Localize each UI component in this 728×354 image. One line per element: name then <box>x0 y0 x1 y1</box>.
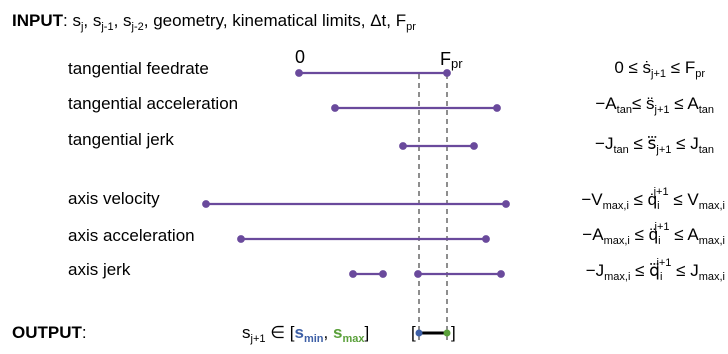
constraint-axis-velocity: −Vmax,i ≤ q̇ij+1 ≤ Vmax,i <box>581 186 725 212</box>
interval-tangential-jerk <box>399 142 478 150</box>
row-label-axis-jerk: axis jerk <box>68 260 131 279</box>
interval-axis-acceleration <box>237 235 490 243</box>
fpr-marker: Fpr <box>440 49 463 71</box>
interval-axis-jerk-right <box>414 270 505 278</box>
row-label-tangential-acceleration: tangential acceleration <box>68 94 238 113</box>
interval-tangential-feedrate <box>295 69 451 77</box>
output-label: OUTPUT: <box>12 323 87 342</box>
interval-tangential-acceleration <box>331 104 501 112</box>
zero-marker: 0 <box>295 47 305 67</box>
smax-dot <box>443 329 451 337</box>
input-line: INPUT: sj, sj-1, sj-2, geometry, kinemat… <box>12 11 416 33</box>
constraint-tangential-jerk: −Jtan ≤ s⃛j+1 ≤ Jtan <box>595 134 714 156</box>
constraint-axis-acceleration: −Amax,i ≤ q̈ij+1 ≤ Amax,i <box>582 221 725 247</box>
smin-dot <box>415 329 423 337</box>
row-label-axis-velocity: axis velocity <box>68 189 160 208</box>
smin-label: s <box>295 323 304 342</box>
row-label-axis-acceleration: axis acceleration <box>68 226 195 245</box>
constraint-tangential-feedrate: 0 ≤ ṡj+1 ≤ Fpr <box>614 58 705 80</box>
input-label: INPUT <box>12 11 64 30</box>
row-label-tangential-jerk: tangential jerk <box>68 130 174 149</box>
constraint-tangential-acceleration: −Atan≤ s̈j+1 ≤ Atan <box>595 94 714 116</box>
output-expression: sj+1 ∈ [smin, smax] <box>242 323 369 345</box>
output-bracket-right: ] <box>451 323 456 342</box>
row-label-tangential-feedrate: tangential feedrate <box>68 59 209 78</box>
smax-label: s <box>333 323 342 342</box>
interval-axis-jerk-left <box>349 270 387 278</box>
constraint-axis-jerk: −Jmax,i ≤ q⃛ij+1 ≤ Jmax,i <box>586 257 725 283</box>
interval-axis-velocity <box>202 200 510 208</box>
output-interval: [ ] <box>411 323 456 342</box>
output-bracket-left: [ <box>411 323 416 342</box>
